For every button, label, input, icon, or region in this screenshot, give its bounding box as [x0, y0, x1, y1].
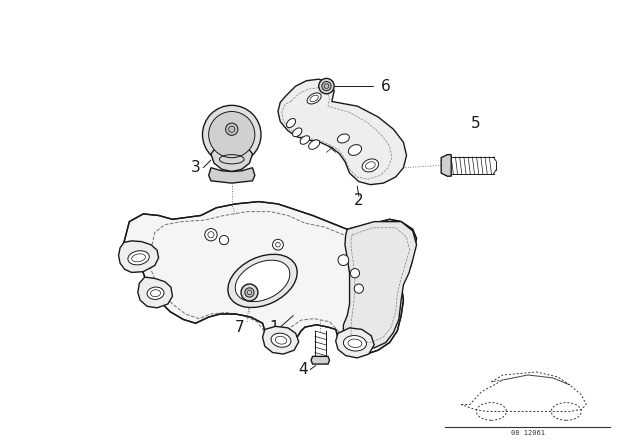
Polygon shape	[118, 241, 159, 272]
Polygon shape	[138, 277, 172, 308]
Ellipse shape	[307, 93, 321, 104]
Polygon shape	[336, 328, 374, 358]
Circle shape	[319, 78, 334, 94]
Text: 5: 5	[471, 116, 481, 130]
Polygon shape	[209, 168, 255, 183]
Circle shape	[354, 284, 364, 293]
Ellipse shape	[292, 128, 302, 137]
Ellipse shape	[308, 140, 319, 149]
Polygon shape	[211, 146, 253, 172]
Text: 00 12061: 00 12061	[511, 430, 545, 436]
Text: 4: 4	[298, 362, 307, 377]
Ellipse shape	[128, 251, 149, 265]
Ellipse shape	[348, 145, 362, 155]
Ellipse shape	[337, 134, 349, 143]
Ellipse shape	[271, 333, 291, 347]
Circle shape	[202, 105, 261, 164]
Circle shape	[350, 269, 360, 278]
Polygon shape	[311, 356, 330, 364]
Polygon shape	[344, 222, 417, 348]
Ellipse shape	[147, 287, 164, 299]
Circle shape	[322, 82, 331, 91]
Ellipse shape	[300, 136, 310, 144]
Circle shape	[209, 112, 255, 158]
Ellipse shape	[228, 254, 297, 307]
Text: 6: 6	[381, 78, 390, 94]
Ellipse shape	[236, 260, 290, 302]
Circle shape	[220, 236, 228, 245]
Circle shape	[241, 284, 258, 301]
Polygon shape	[262, 326, 299, 354]
Polygon shape	[441, 155, 451, 176]
Circle shape	[245, 288, 254, 297]
Circle shape	[205, 228, 217, 241]
Circle shape	[338, 255, 349, 266]
Ellipse shape	[344, 336, 367, 351]
Text: 1: 1	[269, 319, 279, 335]
Polygon shape	[124, 202, 417, 356]
Circle shape	[273, 239, 284, 250]
Polygon shape	[278, 79, 406, 185]
Circle shape	[225, 123, 238, 135]
Ellipse shape	[362, 159, 379, 172]
Text: 2: 2	[354, 193, 364, 207]
Ellipse shape	[287, 119, 296, 128]
Text: 3: 3	[191, 160, 200, 175]
Text: 7: 7	[235, 319, 244, 335]
